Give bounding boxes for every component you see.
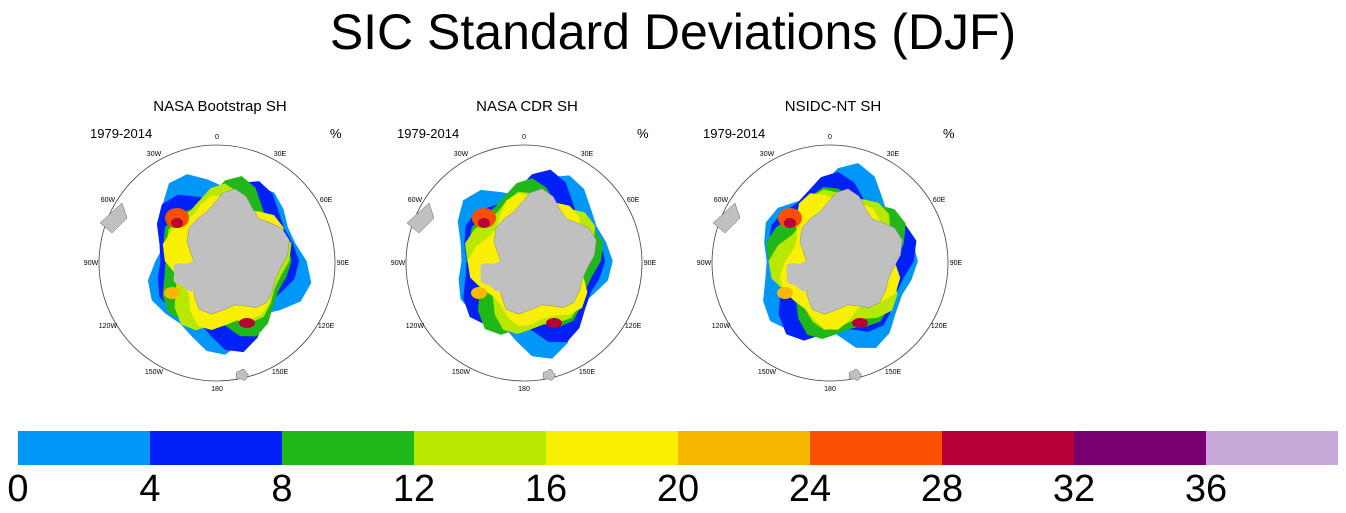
antarctic-peninsula-landmass (786, 260, 820, 292)
longitude-label: 150E (885, 369, 902, 376)
longitude-label: 150W (758, 369, 777, 376)
longitude-label: 60E (627, 197, 640, 204)
colorbar-segment (1206, 431, 1338, 465)
polar-map: 0 30E 60E 90E 120E 150E 180 150W 120W 90W 60W 30W (391, 134, 657, 393)
longitude-label: 90E (644, 260, 657, 267)
new-zealand-landmass (848, 368, 862, 381)
antarctica-landmass (186, 188, 290, 315)
colorbar-segment (18, 431, 150, 465)
antarctic-peninsula-landmass (173, 260, 207, 292)
sea-ice-hotspot (171, 218, 183, 228)
longitude-label: 150W (452, 369, 471, 376)
colorbar-tick-label: 4 (139, 468, 161, 510)
panel-unit: % (637, 126, 649, 141)
longitude-label: 60W (408, 197, 423, 204)
map-panel-nsidc-nt: NSIDC-NT SH 1979-2014 % 0 30E 60E 90E 120E 15… (697, 90, 1013, 410)
longitude-label: 30E (274, 151, 287, 158)
longitude-label: 0 (215, 134, 219, 141)
sea-ice-hotspot (478, 218, 490, 228)
colorbar-tick-label: 16 (524, 468, 568, 510)
longitude-label: 30W (454, 151, 469, 158)
panel-period: 1979-2014 (90, 126, 153, 141)
sea-ice-hotspot (546, 318, 562, 328)
longitude-label: 90E (337, 260, 350, 267)
longitude-label: 30E (581, 151, 594, 158)
colorbar-tick-label: 0 (7, 468, 29, 510)
new-zealand-landmass (235, 368, 249, 381)
sea-ice-hotspot (471, 287, 487, 299)
longitude-label: 90E (950, 260, 963, 267)
colorbar-tick-label: 20 (656, 468, 700, 510)
colorbar-segment (414, 431, 546, 465)
panel-period: 1979-2014 (703, 126, 766, 141)
colorbar-segment (1074, 431, 1206, 465)
colorbar-segment (546, 431, 678, 465)
longitude-label: 120E (625, 323, 642, 330)
sea-ice-hotspot (164, 287, 180, 299)
longitude-label: 30W (147, 151, 162, 158)
longitude-label: 180 (824, 386, 836, 393)
colorbar-tick-label: 24 (788, 468, 832, 510)
longitude-label: 150E (272, 369, 289, 376)
longitude-label: 180 (518, 386, 530, 393)
colorbar-segment (282, 431, 414, 465)
colorbar-segment (678, 431, 810, 465)
longitude-label: 60E (320, 197, 333, 204)
sea-ice-hotspot (777, 287, 793, 299)
longitude-label: 90W (391, 260, 406, 267)
longitude-label: 150E (579, 369, 596, 376)
new-zealand-landmass (542, 368, 556, 381)
panel-unit: % (330, 126, 342, 141)
main-title: SIC Standard Deviations (DJF) (329, 4, 1017, 60)
longitude-label: 30E (887, 151, 900, 158)
panel-title: NASA Bootstrap SH (153, 98, 287, 115)
map-panel-cdr: NASA CDR SH 1979-2014 % 0 30E 60E 90E 120E 15… (391, 90, 707, 410)
longitude-label: 0 (522, 134, 526, 141)
sea-ice-hotspot (852, 318, 868, 328)
antarctica-landmass (799, 188, 903, 315)
longitude-label: 90W (84, 260, 99, 267)
longitude-label: 0 (828, 134, 832, 141)
colorbar-tick-label: 36 (1184, 468, 1228, 510)
longitude-label: 120E (318, 323, 335, 330)
sea-ice-hotspot (239, 318, 255, 328)
colorbar-tick-label: 32 (1052, 468, 1096, 510)
longitude-label: 120W (406, 323, 425, 330)
colorbar-tick-label: 28 (920, 468, 964, 510)
longitude-label: 30W (760, 151, 775, 158)
sea-ice-hotspot (784, 218, 796, 228)
longitude-label: 120E (931, 323, 948, 330)
antarctic-peninsula-landmass (480, 260, 514, 292)
colorbar-tick-label: 12 (392, 468, 436, 510)
colorbar-segment (150, 431, 282, 465)
panel-title: NSIDC-NT SH (784, 98, 882, 115)
longitude-label: 90W (697, 260, 712, 267)
antarctica-landmass (493, 188, 597, 315)
longitude-label: 180 (211, 386, 223, 393)
south-america-landmass (712, 202, 741, 234)
polar-map: 0 30E 60E 90E 120E 150E 180 150W 120W 90W 60W 30W (697, 134, 963, 393)
colorbar-segment (942, 431, 1074, 465)
south-america-landmass (99, 202, 128, 234)
longitude-label: 120W (712, 323, 731, 330)
panel-title: NASA CDR SH (476, 98, 578, 115)
longitude-label: 150W (145, 369, 164, 376)
south-america-landmass (406, 202, 435, 234)
colorbar-segment (810, 431, 942, 465)
panel-unit: % (943, 126, 955, 141)
longitude-label: 60W (714, 197, 729, 204)
longitude-label: 120W (99, 323, 118, 330)
colorbar-tick-label: 8 (271, 468, 293, 510)
longitude-label: 60W (101, 197, 116, 204)
longitude-label: 60E (933, 197, 946, 204)
panel-period: 1979-2014 (397, 126, 460, 141)
map-panel-bootstrap: NASA Bootstrap SH 1979-2014 % 0 30E 60E 90E… (84, 90, 400, 410)
polar-map: 0 30E 60E 90E 120E 150E 180 150W 120W 90W 60W 30W (84, 134, 350, 393)
colorbar (18, 431, 1338, 465)
